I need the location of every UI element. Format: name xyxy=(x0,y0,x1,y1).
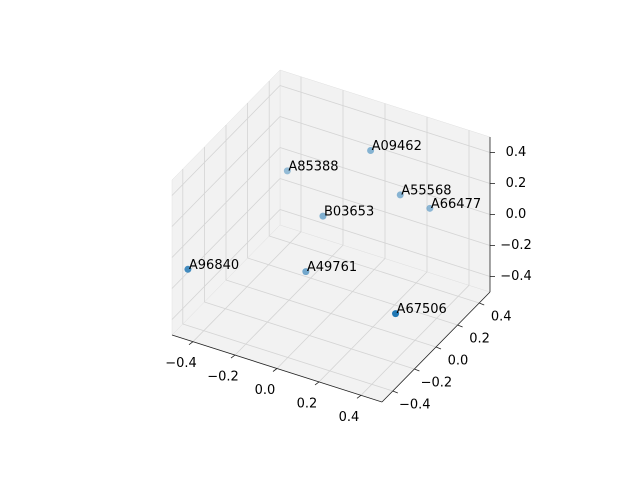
grid-line xyxy=(269,235,480,304)
point-label: A67506 xyxy=(397,302,447,317)
grid-line xyxy=(171,116,281,227)
x-tick xyxy=(188,341,194,346)
y-tick xyxy=(457,324,463,328)
x-tick-label: −0.2 xyxy=(207,370,239,385)
y-tick xyxy=(414,368,420,372)
z-tick-label: −0.2 xyxy=(500,238,532,253)
x-tick-label: 0.4 xyxy=(339,410,360,425)
y-tick-label: 0.4 xyxy=(491,310,512,325)
point-label: A85388 xyxy=(288,159,338,174)
point-label: B03653 xyxy=(324,205,374,220)
x-tick xyxy=(314,381,320,386)
z-tick-label: 0.4 xyxy=(506,145,527,160)
y-tick xyxy=(392,390,398,394)
y-tick xyxy=(435,346,442,350)
point xyxy=(319,212,327,220)
point-label: A55568 xyxy=(401,183,451,198)
z-tick-label: 0.0 xyxy=(506,207,527,222)
z-tick-label: −0.4 xyxy=(500,269,532,284)
point-label: A96840 xyxy=(189,258,239,273)
grid-line xyxy=(279,85,491,153)
x-tick-label: 0.0 xyxy=(255,383,276,398)
x-tick xyxy=(230,354,236,359)
point-label: A66477 xyxy=(431,197,481,212)
y-tick-label: 0.0 xyxy=(448,354,469,369)
grid-line xyxy=(204,301,415,370)
x-tick xyxy=(272,368,278,372)
point xyxy=(302,268,310,276)
grid-line xyxy=(182,323,393,392)
point xyxy=(283,167,291,175)
grid-line xyxy=(171,147,281,258)
grid-line xyxy=(247,257,458,326)
x-tick-label: −0.4 xyxy=(165,356,197,371)
grid-line xyxy=(279,178,491,246)
grid-line xyxy=(279,147,491,215)
x-tick xyxy=(356,394,362,399)
grid-line xyxy=(279,116,491,184)
grid-line xyxy=(171,85,281,196)
point xyxy=(396,191,404,199)
grid-line xyxy=(171,209,281,320)
point-label: A49761 xyxy=(307,260,357,275)
grid-line xyxy=(279,209,491,277)
grid-line xyxy=(225,279,437,348)
y-tick-label: −0.4 xyxy=(399,398,431,413)
x-tick-label: 0.2 xyxy=(297,396,318,411)
y-tick xyxy=(479,302,485,306)
point xyxy=(392,310,400,318)
z-tick-label: 0.2 xyxy=(506,176,527,191)
y-tick-label: −0.2 xyxy=(421,376,453,391)
point xyxy=(184,265,192,273)
y-tick-label: 0.2 xyxy=(469,332,490,347)
point xyxy=(367,147,375,155)
point-label: A09462 xyxy=(372,139,422,154)
point xyxy=(426,204,434,212)
